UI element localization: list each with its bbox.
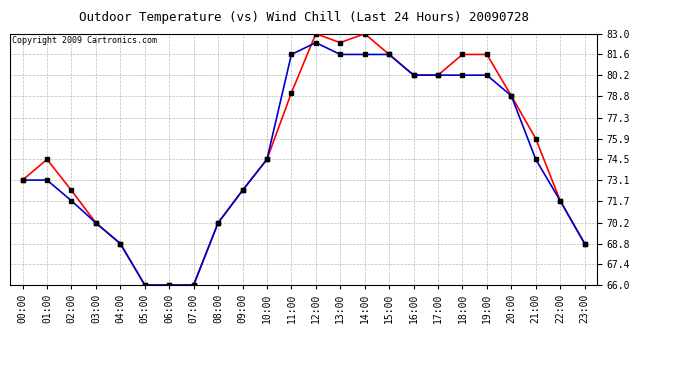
Text: Outdoor Temperature (vs) Wind Chill (Last 24 Hours) 20090728: Outdoor Temperature (vs) Wind Chill (Las…	[79, 11, 529, 24]
Text: Copyright 2009 Cartronics.com: Copyright 2009 Cartronics.com	[12, 36, 157, 45]
